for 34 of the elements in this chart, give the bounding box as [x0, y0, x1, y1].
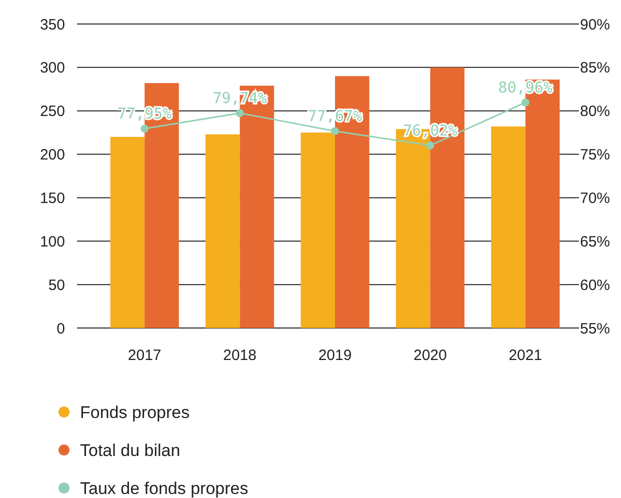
- point: [331, 127, 339, 136]
- y-tick-label: 250: [40, 103, 65, 120]
- y-tick-label: 350: [40, 16, 65, 34]
- x-tick-label: 2018: [223, 347, 256, 364]
- y2-tick-label: 75%: [580, 146, 610, 164]
- x-tick-label: 2017: [128, 347, 162, 364]
- bar: [491, 126, 526, 328]
- bar: [300, 132, 335, 328]
- point: [521, 98, 530, 107]
- x-tick-label: 2019: [318, 347, 352, 364]
- y-tick-label: 300: [40, 60, 65, 77]
- bar: [110, 136, 145, 328]
- bar: [206, 134, 240, 328]
- y2-tick-label: 60%: [580, 276, 610, 294]
- y2-tick-label: 55%: [580, 320, 610, 338]
- point: [426, 141, 434, 150]
- legend-label: Fonds propres: [80, 402, 190, 422]
- point: [236, 109, 244, 118]
- y2-tick-label: 90%: [580, 16, 610, 34]
- y-tick-label: 0: [56, 320, 65, 338]
- legend-label: Taux de fonds propres: [80, 478, 248, 498]
- y2-tick-label: 80%: [580, 103, 610, 120]
- y-tick-label: 100: [40, 233, 65, 250]
- data-label: 76,02%: [403, 121, 458, 140]
- point: [140, 124, 149, 133]
- y-tick-label: 200: [40, 146, 65, 164]
- y2-tick-label: 85%: [580, 60, 610, 77]
- y2-tick-label: 70%: [580, 190, 610, 207]
- y-tick-label: 150: [40, 190, 65, 207]
- x-tick-label: 2021: [508, 347, 542, 364]
- legend-label: Total du bilan: [80, 440, 180, 460]
- x-tick-label: 2020: [414, 347, 447, 364]
- y2-tick-label: 65%: [580, 233, 610, 250]
- y-tick-label: 50: [48, 276, 65, 294]
